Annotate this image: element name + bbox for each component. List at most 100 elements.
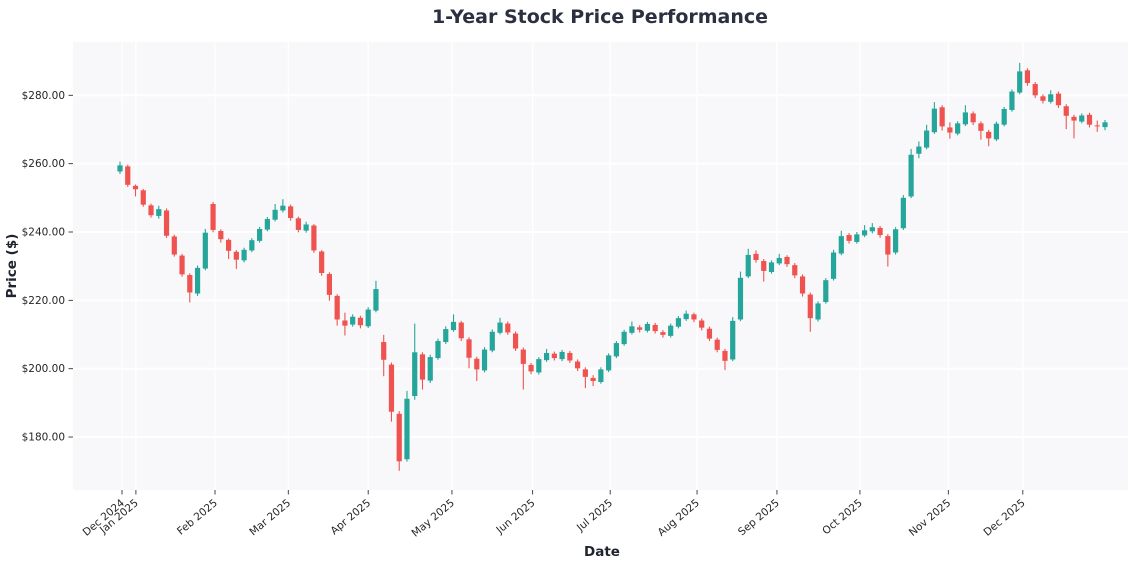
candle-down	[590, 377, 596, 381]
candle-down	[396, 413, 402, 462]
candle-down	[753, 253, 759, 261]
candle-up	[1001, 108, 1007, 125]
candle-down	[575, 361, 581, 369]
candle-down	[179, 255, 185, 275]
candle-down	[877, 227, 883, 236]
candle-up	[202, 232, 208, 269]
candle-up	[1102, 122, 1108, 128]
candle-up	[350, 316, 356, 325]
candle-up	[443, 329, 449, 343]
candle-up	[838, 236, 844, 254]
x-tick-label: Nov 2025	[907, 497, 953, 539]
x-tick-label: Jun 2025	[493, 497, 537, 537]
candle-up	[1048, 94, 1054, 102]
candle-up	[543, 352, 550, 361]
candles-layer	[117, 62, 1108, 471]
candle-down	[295, 218, 301, 230]
candle-up	[450, 321, 457, 331]
candle-up	[559, 351, 565, 360]
candle-down	[132, 185, 139, 190]
candle-down	[691, 314, 697, 320]
candle-down	[342, 320, 348, 326]
candle-down	[714, 339, 720, 350]
candle-up	[644, 323, 651, 331]
candle-down	[761, 261, 767, 271]
candle-up	[768, 262, 775, 272]
candle-up	[1079, 115, 1085, 122]
candle-down	[652, 324, 658, 332]
candle-down	[326, 274, 333, 295]
candle-up	[776, 257, 782, 264]
candle-down	[947, 127, 953, 133]
candle-up	[668, 325, 674, 336]
y-tick-label: $240.00	[22, 226, 65, 238]
candle-up	[629, 326, 635, 333]
y-tick-label: $220.00	[22, 295, 65, 307]
candle-down	[225, 239, 232, 251]
candle-down	[706, 328, 713, 339]
candle-up	[606, 355, 612, 371]
candle-down	[970, 113, 976, 123]
candle-down	[784, 256, 790, 265]
candle-up	[598, 369, 604, 383]
candle-up	[412, 352, 418, 397]
candle-up	[730, 320, 736, 360]
candle-up	[194, 267, 201, 294]
candle-down	[187, 275, 193, 293]
candle-down	[357, 317, 364, 326]
candle-down	[474, 358, 480, 370]
candle-up	[249, 240, 255, 251]
candle-up	[280, 205, 286, 211]
candle-down	[388, 364, 395, 412]
candle-down	[1071, 116, 1077, 121]
candle-up	[993, 123, 1000, 140]
candle-up	[924, 130, 930, 148]
candle-down	[512, 333, 519, 349]
candle-up	[427, 357, 433, 381]
candle-down	[171, 236, 177, 255]
y-tick-label: $280.00	[22, 90, 65, 102]
candle-down	[163, 210, 170, 236]
candle-up	[117, 165, 123, 172]
x-tick-label: Jul 2025	[574, 497, 615, 534]
y-tick-label: $200.00	[22, 363, 65, 375]
candle-up	[264, 219, 270, 230]
candle-down	[1055, 93, 1062, 106]
x-tick-label: Sep 2025	[736, 497, 782, 538]
candle-down	[319, 251, 325, 274]
candle-up	[815, 303, 821, 320]
candle-up	[931, 108, 937, 133]
candle-up	[830, 252, 837, 279]
candle-up	[745, 254, 751, 277]
candle-down	[419, 354, 426, 380]
candle-down	[846, 235, 852, 241]
candle-up	[241, 249, 247, 261]
plot-area	[73, 42, 1128, 490]
x-tick-label: Mar 2025	[247, 497, 293, 538]
x-tick-label: Oct 2025	[820, 497, 865, 537]
candle-up	[365, 309, 371, 327]
candle-up	[737, 277, 744, 320]
candle-down	[939, 107, 945, 127]
x-tick-label: Apr 2025	[328, 497, 373, 537]
candle-up	[861, 230, 868, 236]
candle-down	[551, 353, 557, 359]
labels-layer: 1-Year Stock Price Performance Date Pric…	[4, 6, 768, 560]
candle-up	[536, 359, 542, 373]
candle-down	[799, 276, 806, 294]
candle-down	[567, 352, 573, 361]
candle-up	[272, 209, 278, 220]
candle-down	[140, 190, 146, 205]
candle-down	[125, 166, 131, 185]
candle-up	[893, 229, 899, 253]
chart-title: 1-Year Stock Price Performance	[432, 6, 768, 28]
candle-up	[823, 280, 829, 303]
candle-down	[885, 236, 891, 255]
candle-up	[962, 112, 969, 125]
candle-up	[156, 209, 162, 216]
candle-up	[869, 227, 875, 232]
candle-down	[233, 251, 239, 260]
candle-up	[613, 343, 619, 357]
candle-up	[435, 341, 441, 359]
